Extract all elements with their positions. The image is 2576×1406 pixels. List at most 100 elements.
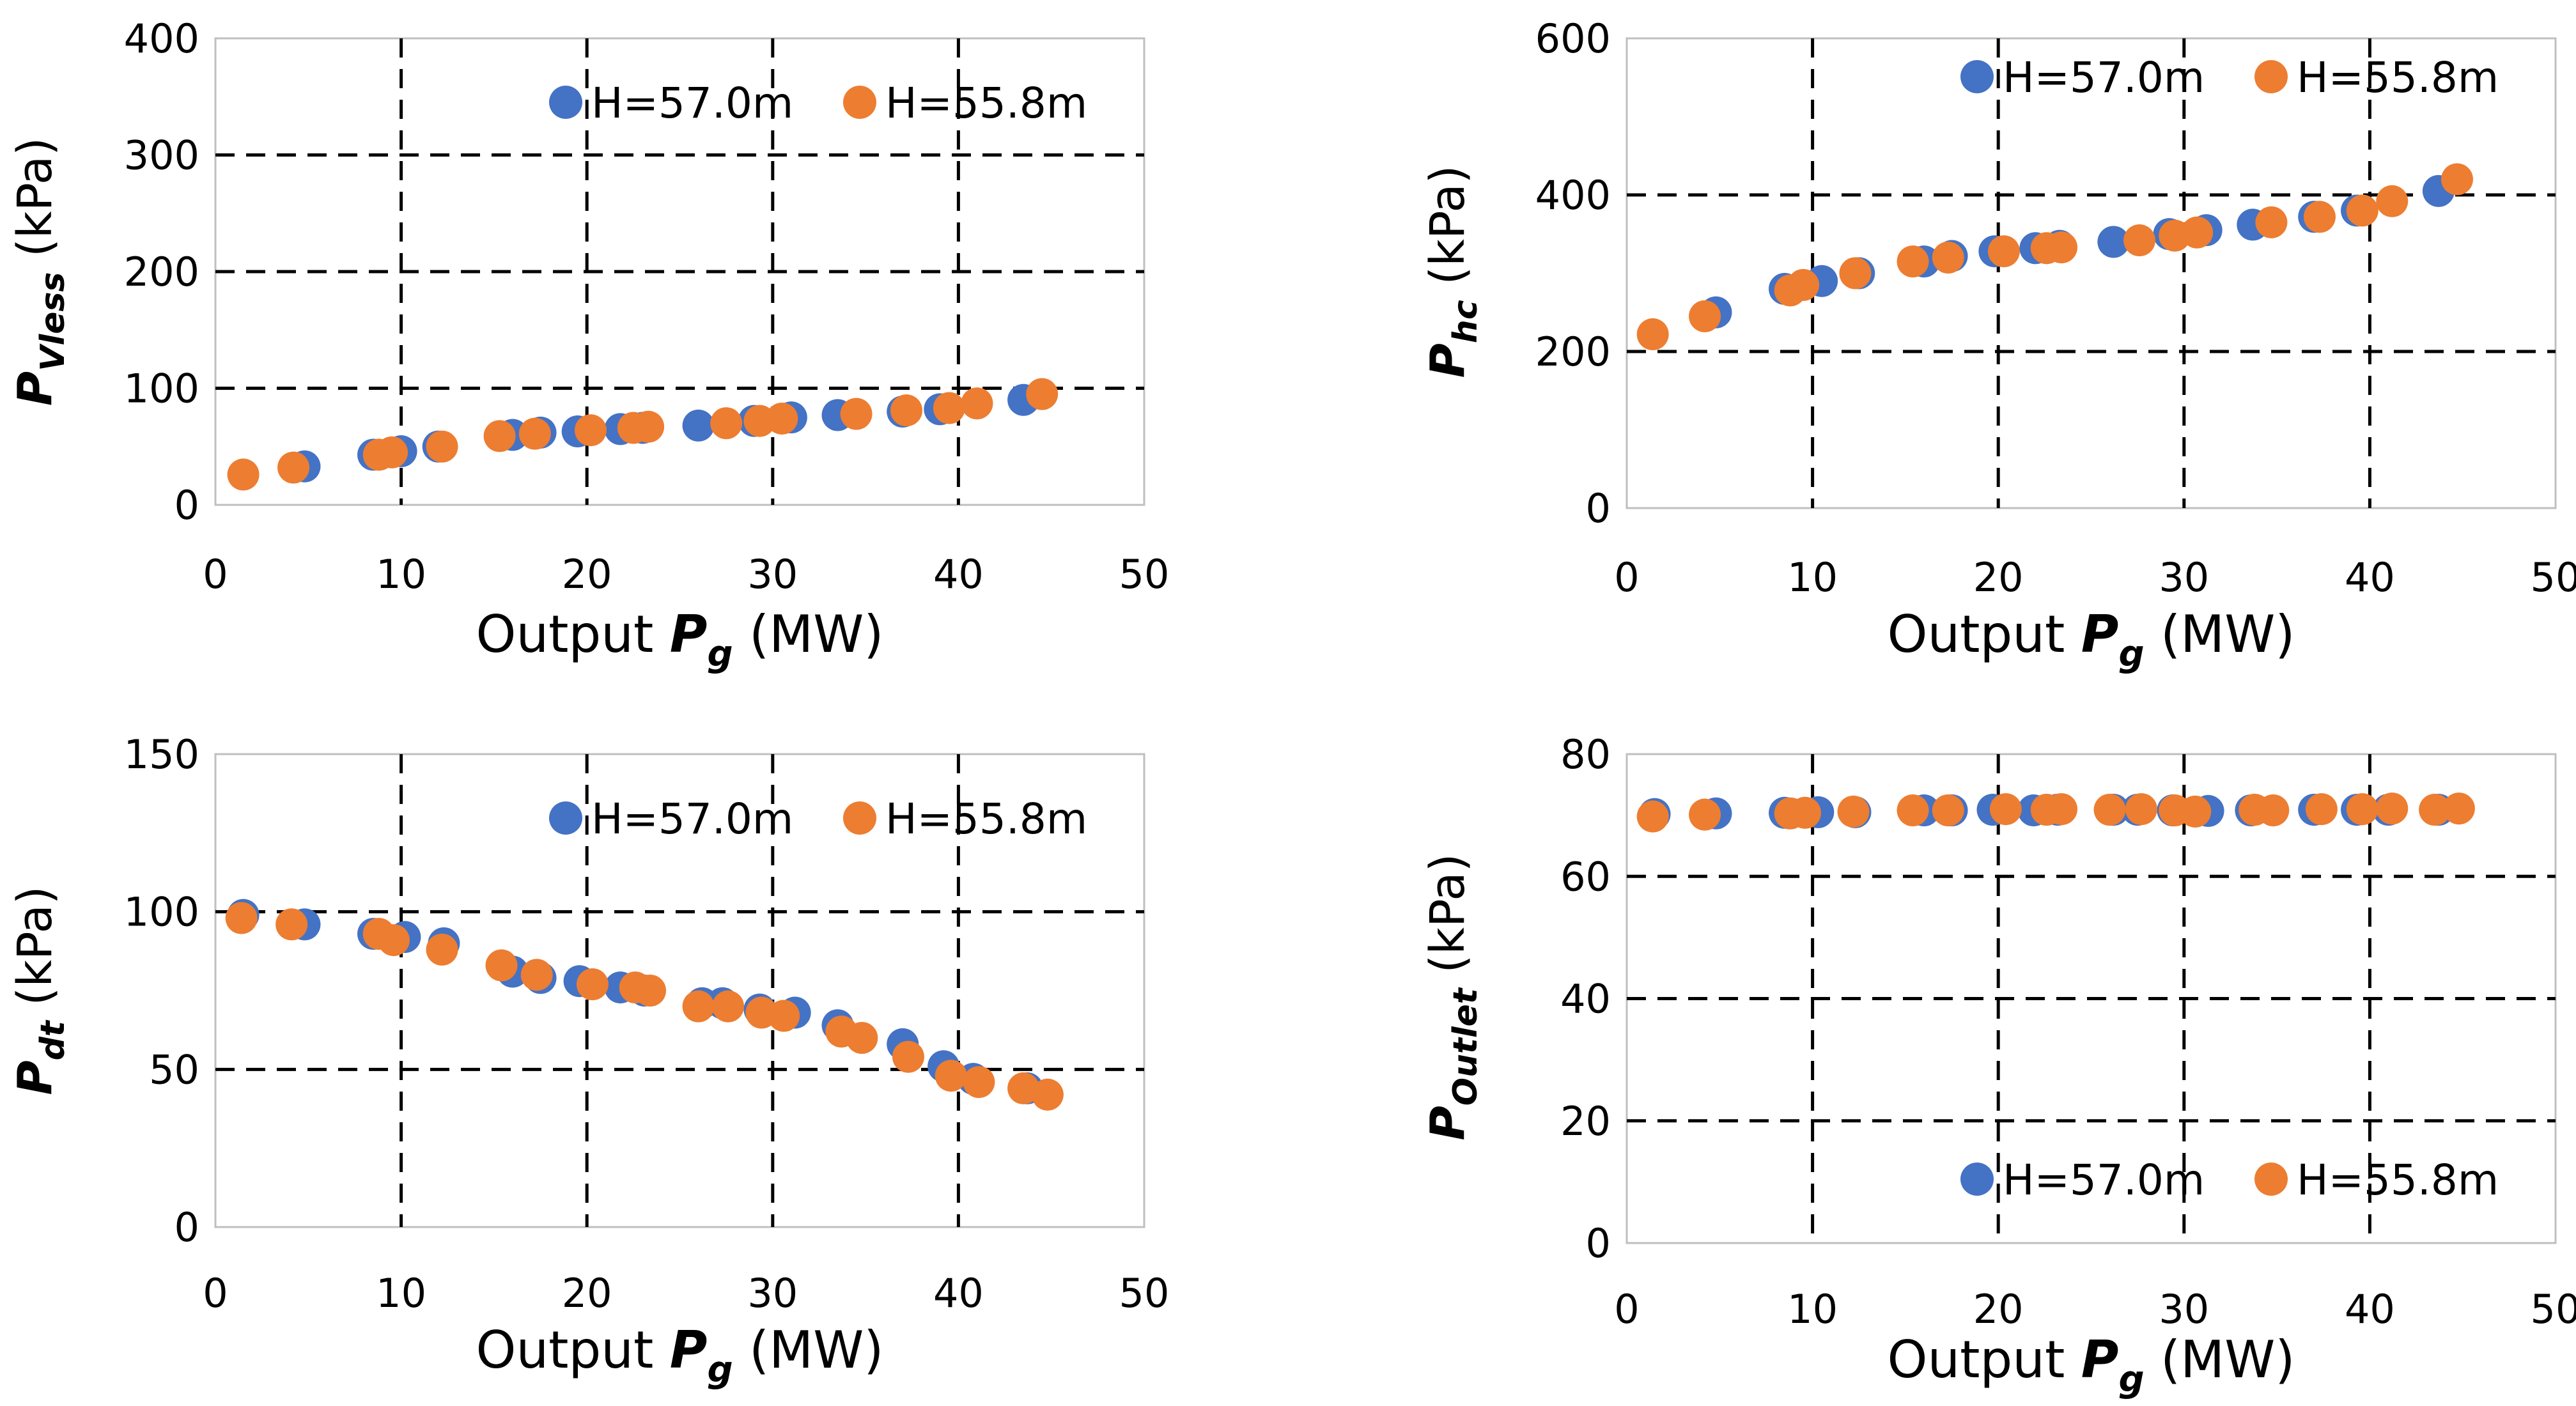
data-point — [2442, 792, 2475, 825]
y-axis-label: Pdt (kPa) — [8, 886, 72, 1095]
data-point — [1689, 798, 1721, 831]
series-H=55.8m — [1636, 163, 2473, 351]
data-point — [2419, 794, 2451, 826]
legend: H=57.0m H=55.8m — [1960, 53, 2499, 102]
data-point — [1689, 300, 1721, 332]
x-axis-label-unit: (MW) — [2145, 605, 2295, 664]
data-point — [227, 458, 260, 491]
y-tick-label: 200 — [1535, 328, 1611, 375]
data-point — [2181, 216, 2214, 249]
x-tick-label: 10 — [376, 1270, 426, 1317]
data-point — [2097, 226, 2130, 258]
x-tick-label: 40 — [933, 1270, 984, 1317]
data-point — [933, 392, 965, 424]
data-point — [2179, 795, 2212, 828]
legend-label: H=57.0m — [591, 79, 793, 128]
data-point — [576, 968, 609, 1001]
data-point — [712, 990, 745, 1023]
x-axis-label-unit: (MW) — [733, 605, 884, 664]
plot-area — [214, 753, 1145, 1228]
data-point — [1897, 794, 1929, 826]
x-tick-label: 10 — [376, 551, 426, 598]
data-point — [520, 959, 553, 991]
data-point — [963, 1066, 995, 1099]
legend: H=57.0m H=55.8m — [549, 794, 1087, 844]
data-point — [2376, 185, 2409, 217]
data-point — [892, 1040, 924, 1073]
y-tick-label: 600 — [1535, 15, 1611, 62]
data-point — [2376, 792, 2409, 825]
plot-area — [1626, 37, 2557, 509]
legend-label: H=57.0m — [2003, 53, 2205, 102]
legend-label: H=57.0m — [2003, 1155, 2205, 1205]
data-point — [935, 1060, 967, 1092]
x-tick-label: 20 — [1973, 554, 2024, 601]
x-axis-label-unit: (MW) — [2145, 1330, 2295, 1389]
legend-label: H=55.8m — [2297, 1155, 2499, 1205]
x-tick-label: 10 — [1787, 554, 1838, 601]
legend-marker — [2254, 60, 2288, 93]
y-tick-label: 150 — [124, 731, 199, 778]
x-axis-label-prefix: Output — [476, 1320, 669, 1380]
data-point — [1989, 793, 2022, 826]
x-tick-label: 20 — [562, 1270, 612, 1317]
data-point — [575, 414, 607, 447]
data-point — [1031, 1078, 1064, 1111]
y-tick-label: 50 — [149, 1046, 199, 1093]
legend-marker — [2254, 1163, 2288, 1196]
x-axis-label-symbol: P — [670, 1320, 708, 1380]
y-tick-label: 400 — [1535, 172, 1611, 219]
data-point — [277, 451, 310, 484]
x-axis-label-symbol: P — [2081, 1330, 2119, 1389]
y-axis-label: PVless (kPa) — [8, 137, 72, 406]
y-tick-label: 60 — [1560, 853, 1611, 900]
x-axis-label: Output Pg (MW) — [1887, 605, 2295, 675]
y-tick-label: 0 — [175, 1204, 199, 1251]
data-point — [846, 1022, 878, 1054]
y-axis-label-symbol: P — [8, 371, 63, 406]
y-axis-label-subscript: Vless — [34, 272, 72, 371]
data-point — [275, 908, 308, 941]
x-tick-label: 30 — [747, 1270, 798, 1317]
x-axis-label-unit: (MW) — [733, 1320, 884, 1380]
x-axis-label-subscript: g — [2118, 633, 2144, 675]
y-axis-label-unit: (kPa) — [1420, 166, 1475, 300]
x-axis-label-symbol: P — [2081, 605, 2119, 664]
y-axis-label: Phc (kPa) — [1420, 166, 1485, 378]
data-point — [2093, 794, 2126, 826]
data-point — [1636, 318, 1669, 351]
x-axis-label-prefix: Output — [1887, 1330, 2081, 1389]
data-point — [1839, 257, 1872, 290]
y-axis-label-unit: (kPa) — [1420, 853, 1475, 988]
data-point — [682, 990, 715, 1023]
data-point — [632, 410, 665, 443]
y-axis-label-unit: (kPa) — [8, 137, 63, 272]
x-tick-label: 20 — [1973, 1286, 2024, 1333]
data-point — [485, 949, 518, 982]
x-tick-label: 30 — [2159, 1286, 2209, 1333]
data-point — [1007, 1072, 1040, 1104]
data-point — [2045, 231, 2078, 264]
y-tick-label: 80 — [1560, 731, 1611, 778]
legend: H=57.0m H=55.8m — [549, 79, 1087, 128]
legend-marker — [549, 86, 582, 119]
x-tick-label: 30 — [747, 551, 798, 598]
legend-label: H=55.8m — [885, 794, 1087, 844]
data-point — [518, 417, 551, 450]
y-axis-label-subscript: dt — [34, 1019, 72, 1060]
x-axis-label-prefix: Output — [1887, 605, 2081, 664]
legend: H=57.0m H=55.8m — [1960, 1155, 2499, 1205]
y-axis-label-subscript: hc — [1447, 300, 1485, 343]
x-axis-label-subscript: g — [2118, 1359, 2144, 1400]
data-point — [2125, 793, 2157, 826]
data-point — [2440, 163, 2473, 196]
data-point — [1932, 242, 1964, 274]
x-axis-label-subscript: g — [707, 1349, 733, 1391]
data-point — [1788, 796, 1821, 829]
data-point — [426, 430, 458, 463]
data-point — [2255, 206, 2288, 238]
y-axis-label: POutlet (kPa) — [1420, 853, 1485, 1140]
